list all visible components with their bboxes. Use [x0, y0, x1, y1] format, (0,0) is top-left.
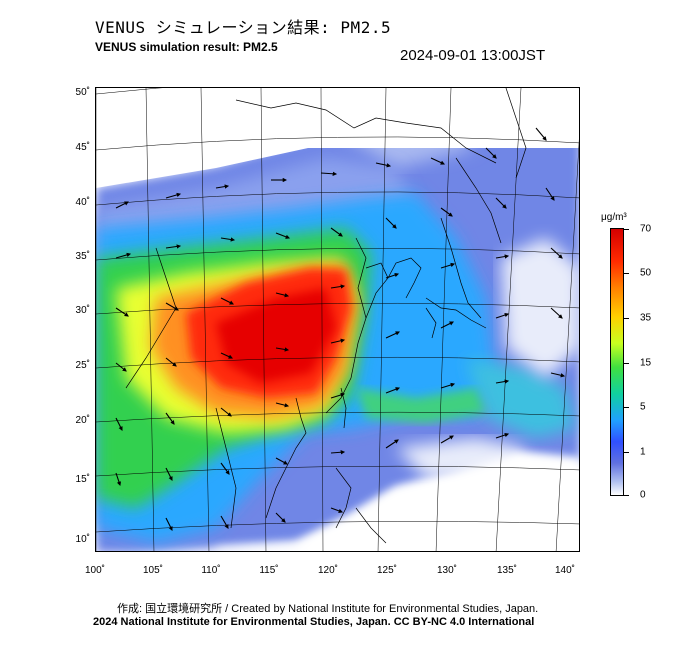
forecast-timestamp: 2024-09-01 13:00JST	[400, 47, 546, 64]
lon-label-115: 115˚	[259, 565, 279, 576]
wind-vectors	[115, 127, 566, 531]
colorbar-tick	[624, 363, 629, 364]
lon-label-110: 110˚	[201, 565, 221, 576]
lon-label-120: 120˚	[317, 565, 339, 576]
lon-label-130: 130˚	[436, 565, 458, 576]
colorbar-label-35: 35	[640, 312, 652, 324]
colorbar-label-15: 15	[640, 357, 652, 369]
graticule	[96, 88, 579, 551]
lat-label-10: 10˚	[75, 534, 90, 545]
coastlines	[125, 88, 527, 544]
lat-label-25: 25˚	[75, 360, 90, 371]
lon-label-105: 105˚	[142, 565, 164, 576]
colorbar-tick	[624, 452, 629, 453]
lon-label-140: 140˚	[554, 565, 576, 576]
pm25-map	[95, 87, 580, 552]
title-english: VENUS simulation result: PM2.5	[95, 40, 278, 54]
colorbar-label-70: 70	[640, 223, 652, 235]
colorbar-label-5: 5	[640, 401, 646, 413]
colorbar-tick	[624, 407, 629, 408]
colorbar-tick	[624, 273, 629, 274]
credit-line: 作成: 国立環境研究所 / Created by National Instit…	[117, 603, 539, 615]
lon-label-125: 125˚	[376, 565, 398, 576]
pm25-concentration-layer	[96, 88, 579, 551]
colorbar-tick	[624, 495, 629, 496]
colorbar-label-0: 0	[640, 489, 646, 501]
lon-label-100: 100˚	[84, 565, 106, 576]
lat-label-15: 15˚	[75, 474, 90, 485]
colorbar	[610, 228, 624, 496]
lat-label-35: 35˚	[75, 251, 90, 262]
colorbar-unit: μg/m³	[601, 212, 627, 223]
colorbar-tick	[624, 229, 629, 230]
copyright-line: 2024 National Institute for Environmenta…	[93, 616, 535, 628]
lat-label-40: 40˚	[75, 197, 90, 208]
lat-label-20: 20˚	[75, 415, 90, 426]
title-japanese: VENUS シミュレーション結果: PM2.5	[95, 18, 392, 37]
colorbar-label-1: 1	[640, 446, 646, 458]
colorbar-label-50: 50	[640, 267, 652, 279]
lat-label-50: 50˚	[75, 87, 90, 98]
colorbar-tick	[624, 318, 629, 319]
lon-label-135: 135˚	[496, 565, 518, 576]
lat-label-30: 30˚	[75, 305, 90, 316]
lat-label-45: 45˚	[75, 142, 90, 153]
